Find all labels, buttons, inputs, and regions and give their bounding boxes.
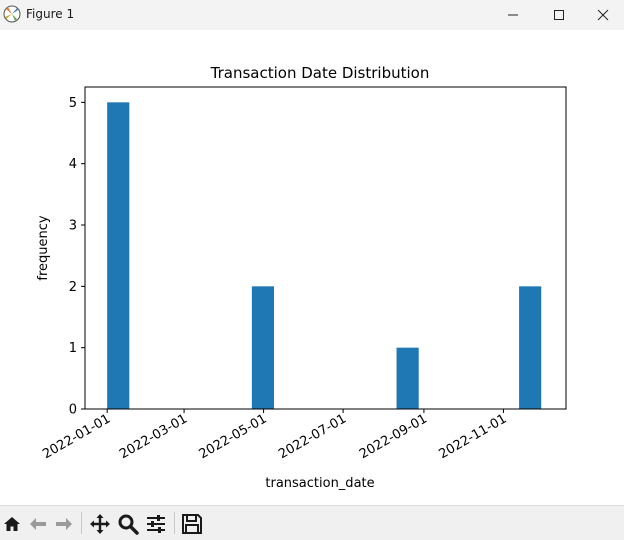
- x-axis-label: transaction_date: [265, 476, 374, 491]
- bars-layer: [107, 102, 542, 409]
- zoom-button[interactable]: [117, 513, 139, 535]
- chart-title: Transaction Date Distribution: [210, 64, 430, 82]
- histogram-bar: [396, 347, 419, 409]
- x-tick-label: 2022-03-01: [117, 411, 190, 462]
- y-axis-label: frequency: [36, 215, 51, 281]
- maximize-icon: [554, 10, 564, 20]
- minimize-button[interactable]: [490, 0, 536, 30]
- home-button[interactable]: [1, 513, 23, 535]
- zoom-icon: [118, 514, 139, 535]
- close-button[interactable]: [580, 0, 624, 30]
- histogram-bar: [107, 102, 130, 409]
- histogram-bar: [251, 286, 275, 409]
- configure-subplots-button[interactable]: [145, 513, 167, 535]
- y-tick-label: 2: [69, 280, 77, 295]
- toolbar-separator: [174, 512, 175, 534]
- forward-button[interactable]: [53, 513, 75, 535]
- y-tick-label: 3: [69, 219, 77, 234]
- minimize-icon: [508, 14, 518, 16]
- chart-canvas: Transaction Date Distribution 0 1 2 3 4 5 202…: [0, 30, 624, 505]
- pan-icon: [90, 514, 110, 534]
- y-axis: 0 1 2 3 4 5: [69, 96, 85, 418]
- home-icon: [4, 517, 20, 531]
- x-axis: 2022-01-01 2022-03-01 2022-05-01 2022-07-01…: [40, 409, 509, 462]
- toolbar-separator: [81, 512, 82, 534]
- y-tick-label: 1: [69, 341, 77, 356]
- matplotlib-icon: [3, 5, 21, 23]
- y-tick-label: 5: [69, 96, 77, 111]
- window-titlebar: Figure 1: [0, 0, 624, 30]
- y-tick-label: 4: [69, 157, 77, 172]
- save-icon: [182, 514, 202, 534]
- forward-icon: [56, 518, 72, 530]
- save-button[interactable]: [181, 513, 203, 535]
- back-button[interactable]: [27, 513, 49, 535]
- navigation-toolbar: [0, 505, 624, 540]
- histogram-bar: [519, 286, 542, 409]
- configure-subplots-icon: [147, 515, 165, 533]
- maximize-button[interactable]: [536, 0, 582, 30]
- plot-frame: [84, 86, 567, 410]
- back-icon: [30, 518, 46, 530]
- pan-button[interactable]: [89, 513, 111, 535]
- x-tick-label: 2022-05-01: [197, 411, 270, 462]
- window-title: Figure 1: [26, 7, 75, 21]
- y-tick-label: 0: [69, 403, 77, 418]
- x-tick-label: 2022-11-01: [436, 411, 509, 462]
- x-tick-label: 2022-01-01: [40, 411, 113, 462]
- histogram-chart: Transaction Date Distribution 0 1 2 3 4 5 202…: [36, 64, 567, 491]
- x-tick-label: 2022-07-01: [276, 411, 349, 462]
- close-icon: [597, 9, 609, 21]
- x-tick-label: 2022-09-01: [357, 411, 430, 462]
